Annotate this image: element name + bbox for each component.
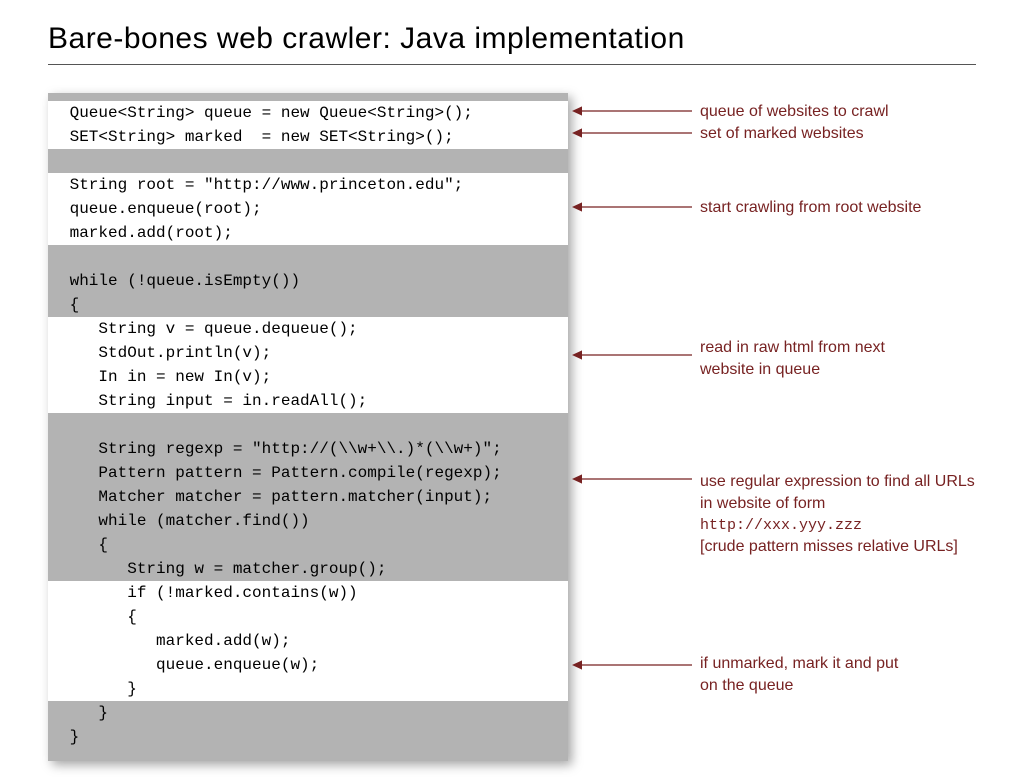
code-line: SET<String> marked = new SET<String>();	[48, 125, 568, 149]
code-line: queue.enqueue(w);	[48, 653, 568, 677]
code-line: Pattern pattern = Pattern.compile(regexp…	[48, 461, 568, 485]
code-line: Queue<String> queue = new Queue<String>(…	[48, 101, 568, 125]
code-line: while (!queue.isEmpty())	[48, 269, 568, 293]
code-line: Matcher matcher = pattern.matcher(input)…	[48, 485, 568, 509]
arrow-icon	[572, 199, 700, 215]
code-line: {	[48, 533, 568, 557]
code-line: marked.add(root);	[48, 221, 568, 245]
code-line: String v = queue.dequeue();	[48, 317, 568, 341]
code-line: marked.add(w);	[48, 629, 568, 653]
code-panel: Queue<String> queue = new Queue<String>(…	[48, 93, 568, 761]
code-line: String w = matcher.group();	[48, 557, 568, 581]
code-line: In in = new In(v);	[48, 365, 568, 389]
arrow-icon	[572, 471, 700, 487]
slide-title: Bare-bones web crawler: Java implementat…	[48, 22, 976, 65]
annotation-text: if unmarked, mark it and puton the queue	[700, 653, 898, 696]
annotation-text: read in raw html from nextwebsite in que…	[700, 337, 885, 380]
code-line	[48, 413, 568, 437]
code-line: String regexp = "http://(\\w+\\.)*(\\w+)…	[48, 437, 568, 461]
code-line: while (matcher.find())	[48, 509, 568, 533]
arrow-icon	[572, 125, 700, 141]
code-line: {	[48, 605, 568, 629]
arrow-icon	[572, 657, 700, 673]
code-line: {	[48, 293, 568, 317]
code-line: queue.enqueue(root);	[48, 197, 568, 221]
arrow-icon	[572, 103, 700, 119]
code-line: }	[48, 677, 568, 701]
code-line: String input = in.readAll();	[48, 389, 568, 413]
code-line: }	[48, 725, 568, 749]
annotation-text: use regular expression to find all URLsi…	[700, 471, 976, 558]
annotation-text: set of marked websites	[700, 123, 864, 145]
code-line: StdOut.println(v);	[48, 341, 568, 365]
annotation-text: queue of websites to crawl	[700, 101, 889, 123]
code-line: }	[48, 701, 568, 725]
code-line: String root = "http://www.princeton.edu"…	[48, 173, 568, 197]
code-line	[48, 149, 568, 173]
code-line: if (!marked.contains(w))	[48, 581, 568, 605]
arrow-icon	[572, 347, 700, 363]
annotation-text: start crawling from root website	[700, 197, 921, 219]
code-line	[48, 245, 568, 269]
